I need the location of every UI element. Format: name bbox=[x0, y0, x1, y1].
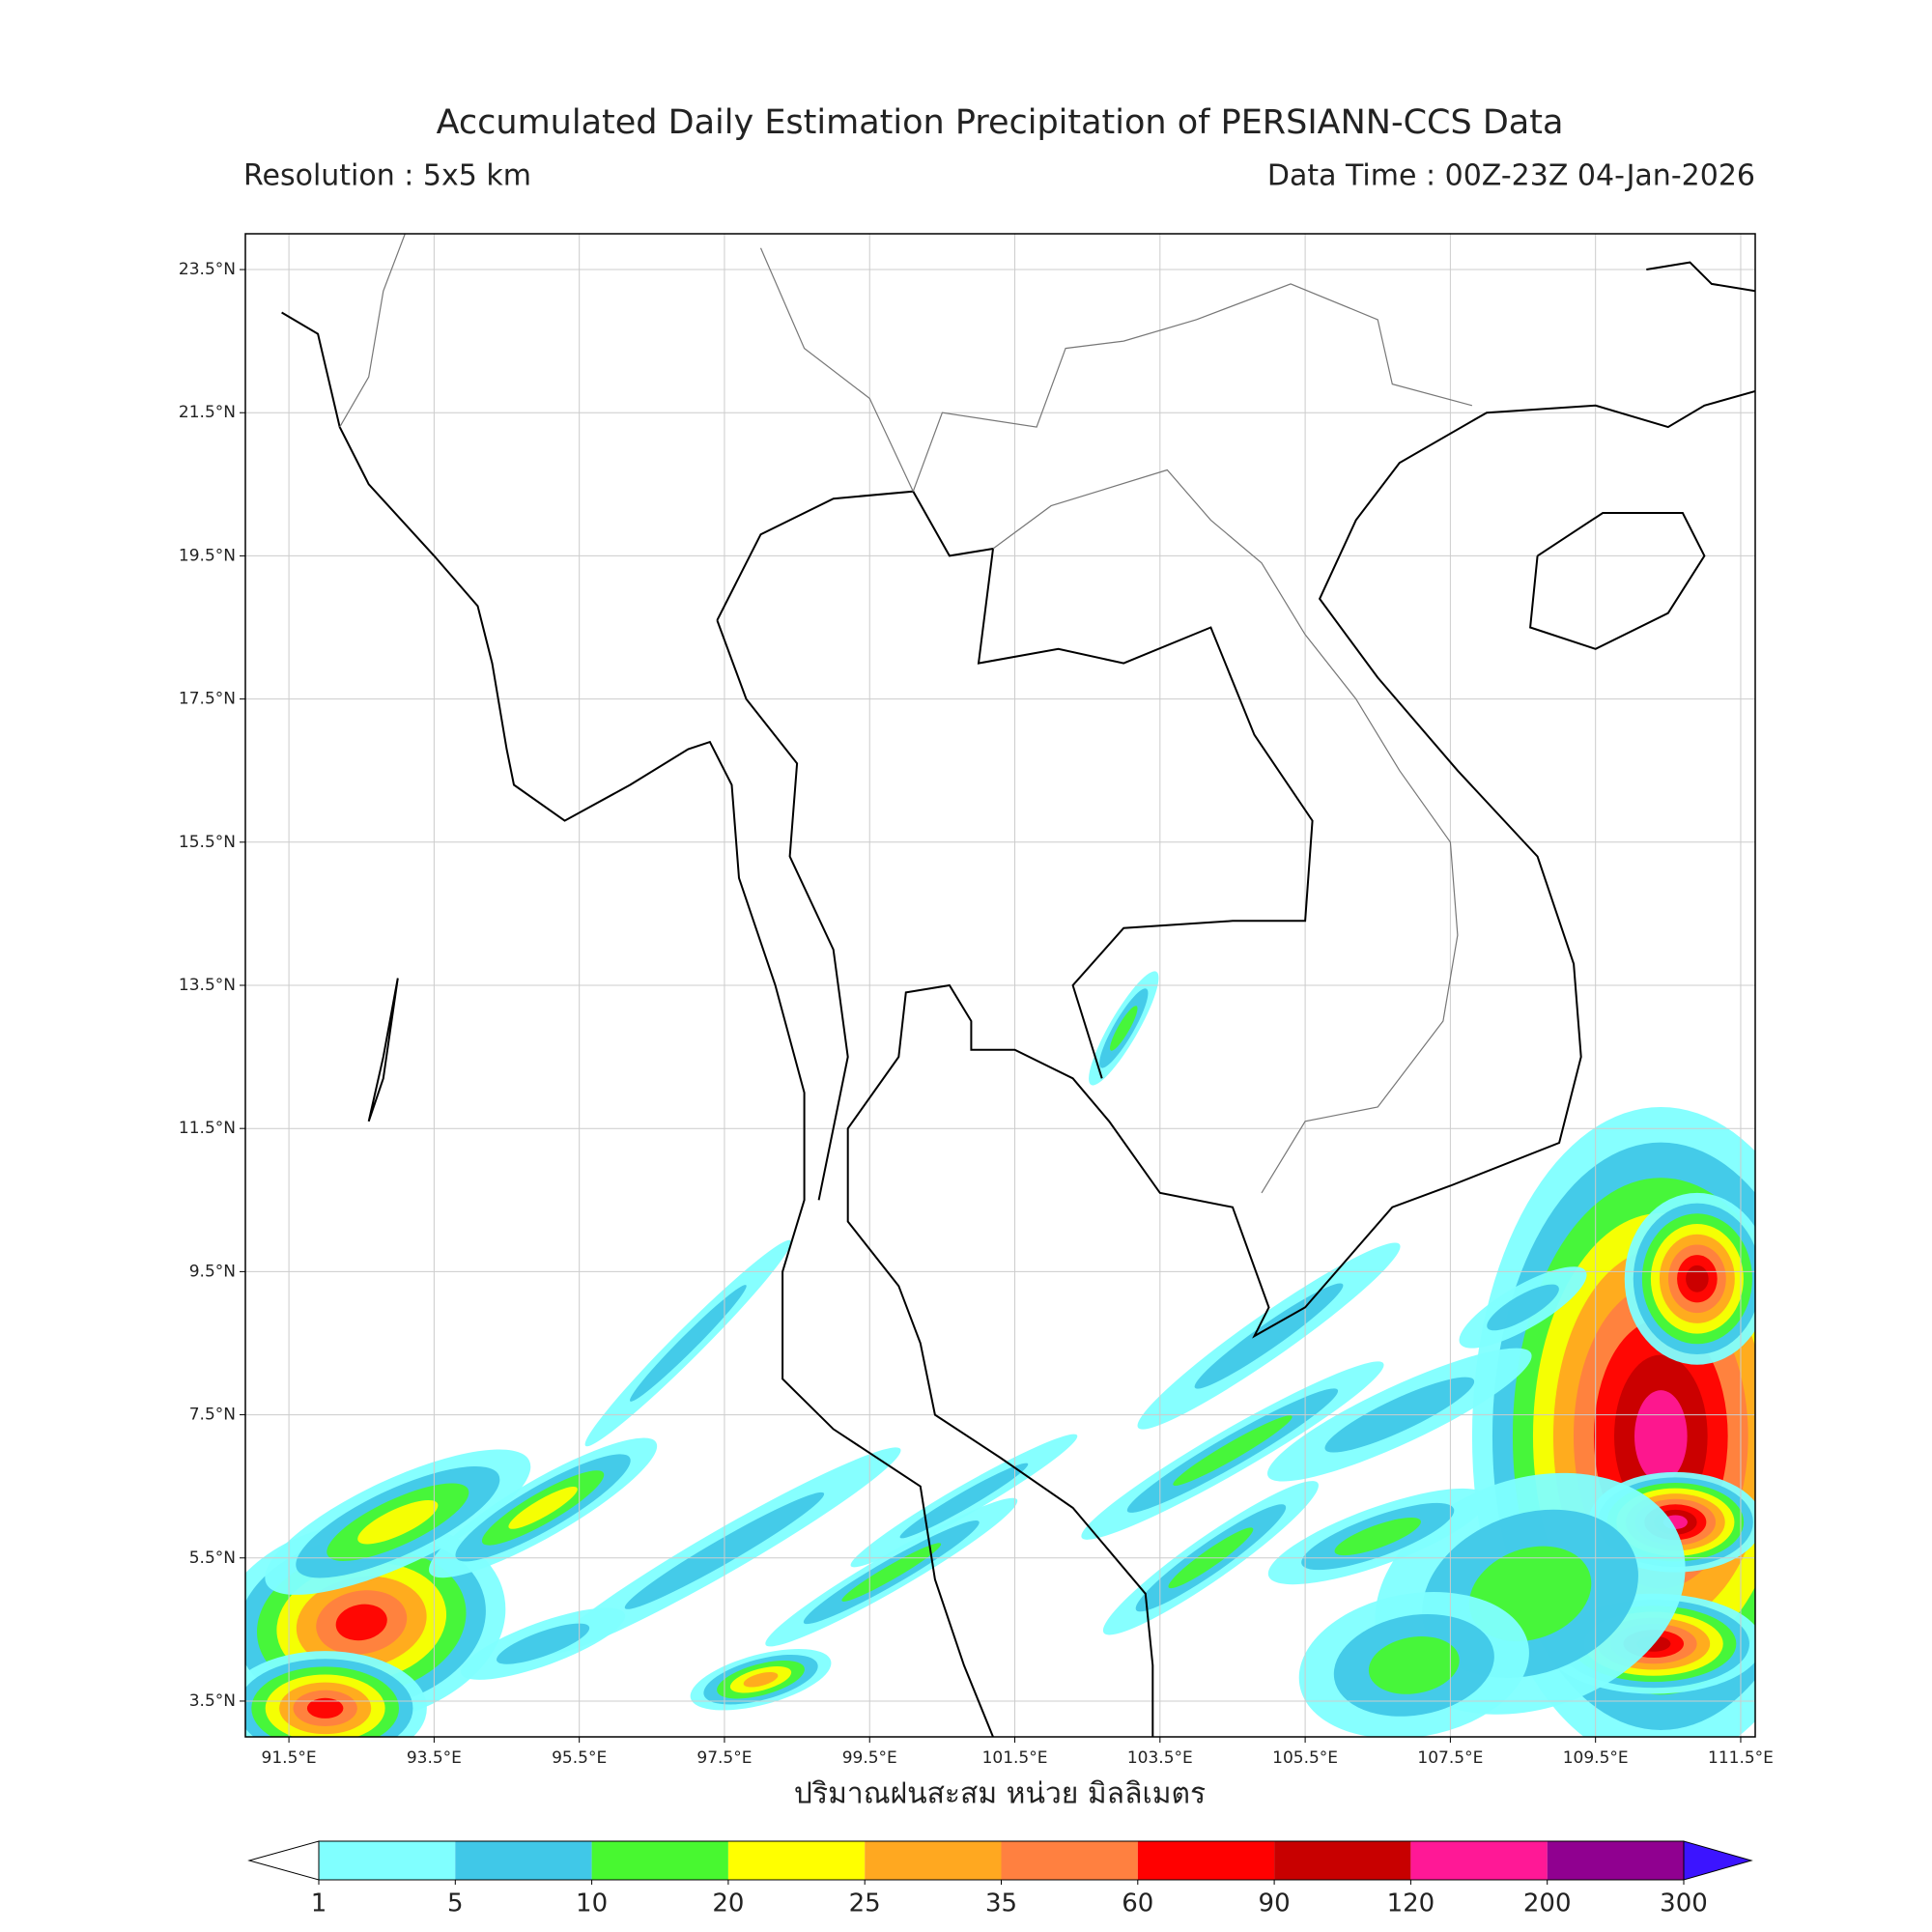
colorbar-segment bbox=[727, 1841, 866, 1880]
precip-area bbox=[1487, 1284, 1559, 1331]
grid bbox=[245, 234, 1755, 1737]
colorbar: 1 5 10 20 25 35 60 90 120 200 300 bbox=[247, 1840, 1753, 1918]
colorbar-over bbox=[1683, 1840, 1753, 1881]
country-border bbox=[992, 469, 1459, 1194]
colorbar-segment bbox=[1547, 1841, 1684, 1880]
x-tick-label: 107.5°E bbox=[1417, 1748, 1483, 1768]
y-tick-label: 13.5°N bbox=[179, 976, 236, 995]
x-tick-label: 105.5°E bbox=[1272, 1748, 1338, 1768]
coastline bbox=[281, 311, 994, 1737]
thai-border bbox=[716, 490, 1314, 1079]
precip-area bbox=[743, 1671, 779, 1688]
coastline bbox=[846, 390, 1755, 1737]
precip-area bbox=[1686, 1264, 1709, 1293]
island bbox=[367, 978, 399, 1122]
y-tick-label: 11.5°N bbox=[179, 1119, 236, 1138]
colorbar-label: 90 bbox=[1259, 1889, 1291, 1918]
y-tick-label: 17.5°N bbox=[179, 690, 236, 709]
colorbar-segment bbox=[865, 1841, 1002, 1880]
x-tick-label: 97.5°E bbox=[696, 1748, 752, 1768]
title: Accumulated Daily Estimation Precipitati… bbox=[437, 103, 1564, 142]
y-tick-label: 15.5°N bbox=[179, 833, 236, 852]
colorbar-label: 20 bbox=[712, 1889, 744, 1918]
precip-area bbox=[1109, 1006, 1138, 1051]
country-border bbox=[339, 234, 406, 428]
x-tick-label: 99.5°E bbox=[842, 1748, 897, 1768]
y-tick-label: 3.5°N bbox=[189, 1691, 236, 1711]
colorbar-segment bbox=[455, 1841, 592, 1880]
precip-area bbox=[335, 1604, 387, 1641]
geography bbox=[281, 234, 1755, 1737]
y-tick-label: 7.5°N bbox=[189, 1406, 236, 1425]
colorbar-segment bbox=[1410, 1841, 1548, 1880]
y-tick-label: 19.5°N bbox=[179, 546, 236, 565]
colorbar-segment bbox=[591, 1841, 728, 1880]
precip-area bbox=[1368, 1636, 1460, 1694]
coastline bbox=[1646, 261, 1755, 293]
x-tick-label: 103.5°E bbox=[1127, 1748, 1193, 1768]
country-border bbox=[912, 283, 1473, 492]
colorbar-label: 35 bbox=[985, 1889, 1017, 1918]
y-tick-label: 9.5°N bbox=[189, 1262, 236, 1281]
y-tick-label: 23.5°N bbox=[179, 260, 236, 279]
x-tick-label: 91.5°E bbox=[262, 1748, 317, 1768]
thai-border bbox=[716, 619, 849, 1201]
precip-area bbox=[508, 1487, 578, 1529]
colorbar-label: 10 bbox=[576, 1889, 608, 1918]
island bbox=[1529, 512, 1706, 650]
precip-area bbox=[1334, 1517, 1421, 1556]
precip-area bbox=[1173, 1415, 1293, 1486]
precip-area bbox=[497, 1623, 590, 1664]
country-border bbox=[759, 247, 914, 492]
resolution: Resolution : 5x5 km bbox=[243, 159, 531, 193]
colorbar-label: 300 bbox=[1660, 1889, 1708, 1918]
colorbar-segment bbox=[1137, 1841, 1275, 1880]
ticks: 91.5°E 93.5°E 95.5°E 97.5°E 99.5°E 101.5°E 103… bbox=[179, 260, 1774, 1768]
x-label: ปริมาณฝนสะสม หน่วย มิลลิเมตร bbox=[794, 1777, 1206, 1811]
colorbar-segment bbox=[1001, 1841, 1138, 1880]
colorbar-label: 25 bbox=[849, 1889, 881, 1918]
colorbar-segment bbox=[1274, 1841, 1411, 1880]
precip-area bbox=[357, 1499, 439, 1545]
y-tick-label: 21.5°N bbox=[179, 403, 236, 422]
colorbar-label: 200 bbox=[1523, 1889, 1572, 1918]
colorbar-label: 120 bbox=[1387, 1889, 1435, 1918]
colorbar-label: 5 bbox=[447, 1889, 464, 1918]
data-time: Data Time : 00Z-23Z 04-Jan-2026 bbox=[1267, 159, 1755, 193]
precip-area bbox=[1194, 1283, 1344, 1389]
colorbar-under bbox=[247, 1840, 320, 1881]
precip-area bbox=[1634, 1390, 1688, 1483]
x-tick-label: 93.5°E bbox=[407, 1748, 462, 1768]
colorbar-segment bbox=[319, 1841, 456, 1880]
precip-layer bbox=[245, 971, 1755, 1737]
colorbar-label: 60 bbox=[1122, 1889, 1153, 1918]
x-tick-label: 109.5°E bbox=[1563, 1748, 1629, 1768]
x-tick-label: 101.5°E bbox=[982, 1748, 1048, 1768]
x-tick-label: 95.5°E bbox=[552, 1748, 607, 1768]
precip-area bbox=[899, 1463, 1029, 1539]
precip-area bbox=[630, 1285, 747, 1402]
y-tick-label: 5.5°N bbox=[189, 1548, 236, 1568]
x-tick-label: 111.5°E bbox=[1708, 1748, 1774, 1768]
precip-area bbox=[306, 1697, 344, 1719]
colorbar-label: 1 bbox=[311, 1889, 327, 1918]
